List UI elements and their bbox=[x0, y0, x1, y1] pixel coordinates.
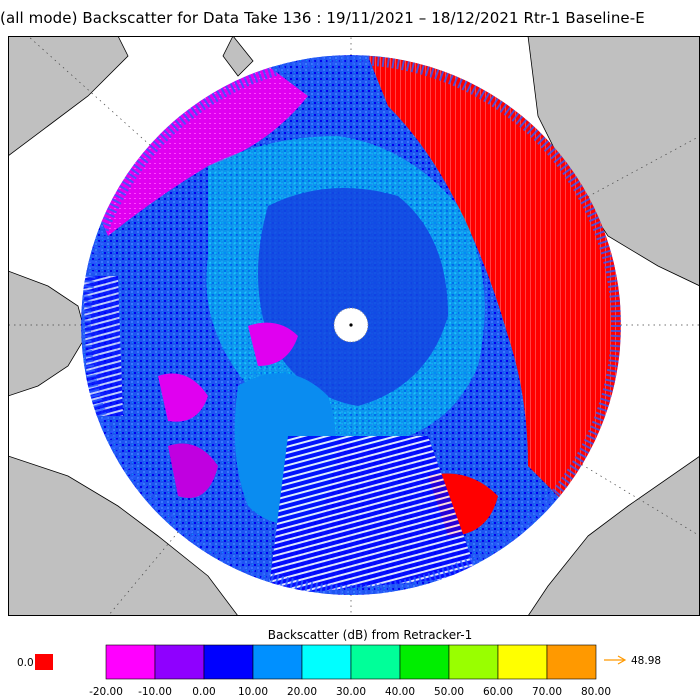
colorbar-bin bbox=[448, 644, 499, 680]
colorbar-bin bbox=[497, 644, 548, 680]
colorbar-bin bbox=[203, 644, 254, 680]
colorbar-bins bbox=[105, 644, 597, 680]
map-title: (all mode) Backscatter for Data Take 136… bbox=[0, 9, 645, 27]
colorbar-tick-label: -10.00 bbox=[138, 686, 172, 698]
colorbar-bin bbox=[301, 644, 352, 680]
colorbar-tick-label: 60.00 bbox=[483, 686, 513, 698]
colorbar-tick-label: 30.00 bbox=[336, 686, 366, 698]
colorbar-tick-label: 70.00 bbox=[532, 686, 562, 698]
colorbar-tick-label: 80.00 bbox=[581, 686, 611, 698]
overflow-value: 48.98 bbox=[631, 655, 661, 667]
colorbar-bin bbox=[350, 644, 401, 680]
colorbar-tick-label: 10.00 bbox=[238, 686, 268, 698]
colorbar-bin bbox=[154, 644, 205, 680]
colorbar-tick-label: -20.00 bbox=[89, 686, 123, 698]
colorbar-bin bbox=[399, 644, 450, 680]
overflow-indicator: 48.98 bbox=[604, 655, 661, 667]
colorbar-bin bbox=[252, 644, 303, 680]
colorbar: 0.0 -20.00 -10.00 0.00 10.00 20.00 30.00 40.00… bbox=[17, 644, 661, 698]
land-masses bbox=[8, 36, 700, 616]
colorbar-bin bbox=[546, 644, 597, 680]
colorbar-tick-label: 0.00 bbox=[192, 686, 215, 698]
polar-map bbox=[8, 36, 700, 616]
colorbar-title: Backscatter (dB) from Retracker-1 bbox=[267, 628, 473, 642]
colorbar-tick-label: 50.00 bbox=[434, 686, 464, 698]
underflow-swatch bbox=[35, 654, 53, 670]
colorbar-ticks: -20.00 -10.00 0.00 10.00 20.00 30.00 40.00 50.0… bbox=[89, 686, 611, 698]
colorbar-tick-label: 40.00 bbox=[385, 686, 415, 698]
overflow-arrowhead-icon bbox=[617, 655, 627, 665]
colorbar-bin bbox=[105, 644, 156, 680]
colorbar-tick-label: 20.00 bbox=[287, 686, 317, 698]
underflow-value: 0.0 bbox=[17, 657, 34, 669]
backscatter-coverage bbox=[81, 55, 621, 595]
